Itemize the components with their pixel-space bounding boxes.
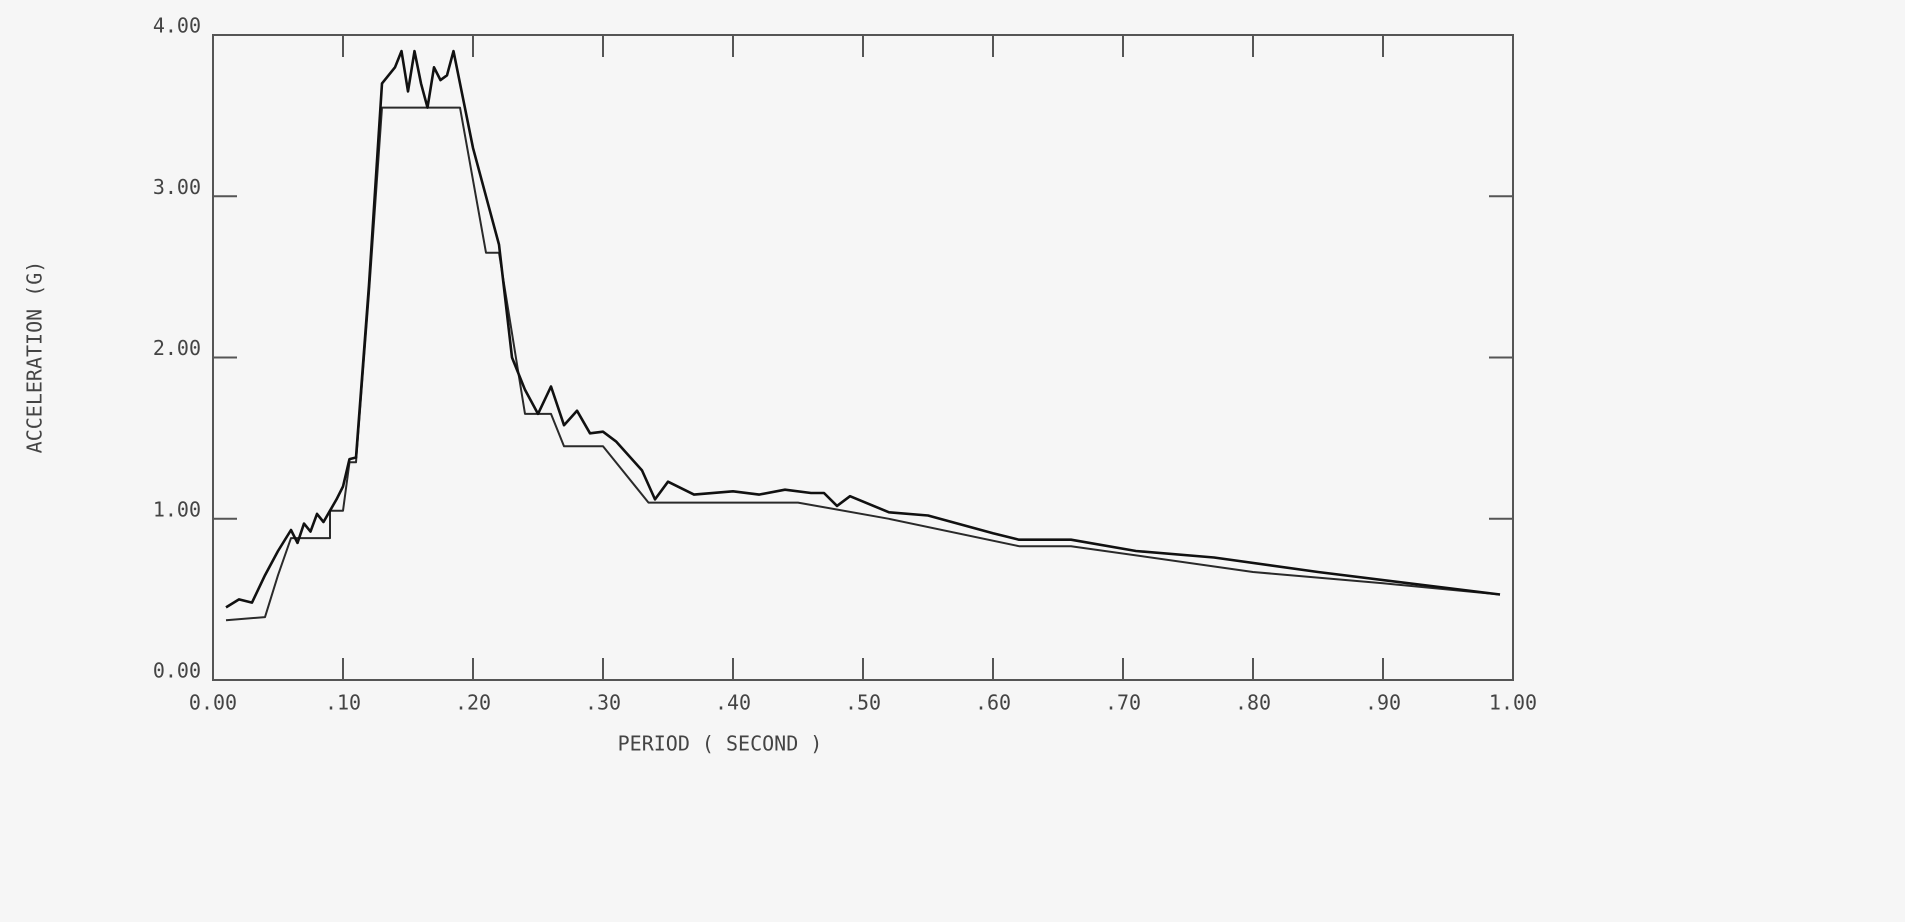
plot-frame bbox=[212, 34, 1514, 681]
x-tick-label: 0.00 bbox=[189, 691, 237, 715]
x-tick-label: .60 bbox=[975, 691, 1011, 715]
y-tick-label: 4.00 bbox=[153, 14, 201, 38]
y-tick-label: 3.00 bbox=[153, 175, 201, 199]
x-tick-label: .10 bbox=[325, 691, 361, 715]
data-line bbox=[225, 49, 1501, 609]
y-tick-label: 2.00 bbox=[153, 336, 201, 360]
y-tick-label: 1.00 bbox=[153, 497, 201, 521]
data-line bbox=[225, 106, 1501, 622]
x-tick-label: .50 bbox=[845, 691, 881, 715]
x-tick-label: .40 bbox=[715, 691, 751, 715]
y-axis-label: ACCELERATION (G) bbox=[23, 261, 47, 454]
x-axis-label: PERIOD ( SECOND ) bbox=[618, 732, 823, 756]
x-tick-label: 1.00 bbox=[1489, 691, 1537, 715]
x-tick-label: .80 bbox=[1235, 691, 1271, 715]
x-tick-label: .70 bbox=[1105, 691, 1141, 715]
x-tick-label: .20 bbox=[455, 691, 491, 715]
y-tick-label: 0.00 bbox=[153, 659, 201, 683]
x-tick-label: .30 bbox=[585, 691, 621, 715]
x-tick-label: .90 bbox=[1365, 691, 1401, 715]
